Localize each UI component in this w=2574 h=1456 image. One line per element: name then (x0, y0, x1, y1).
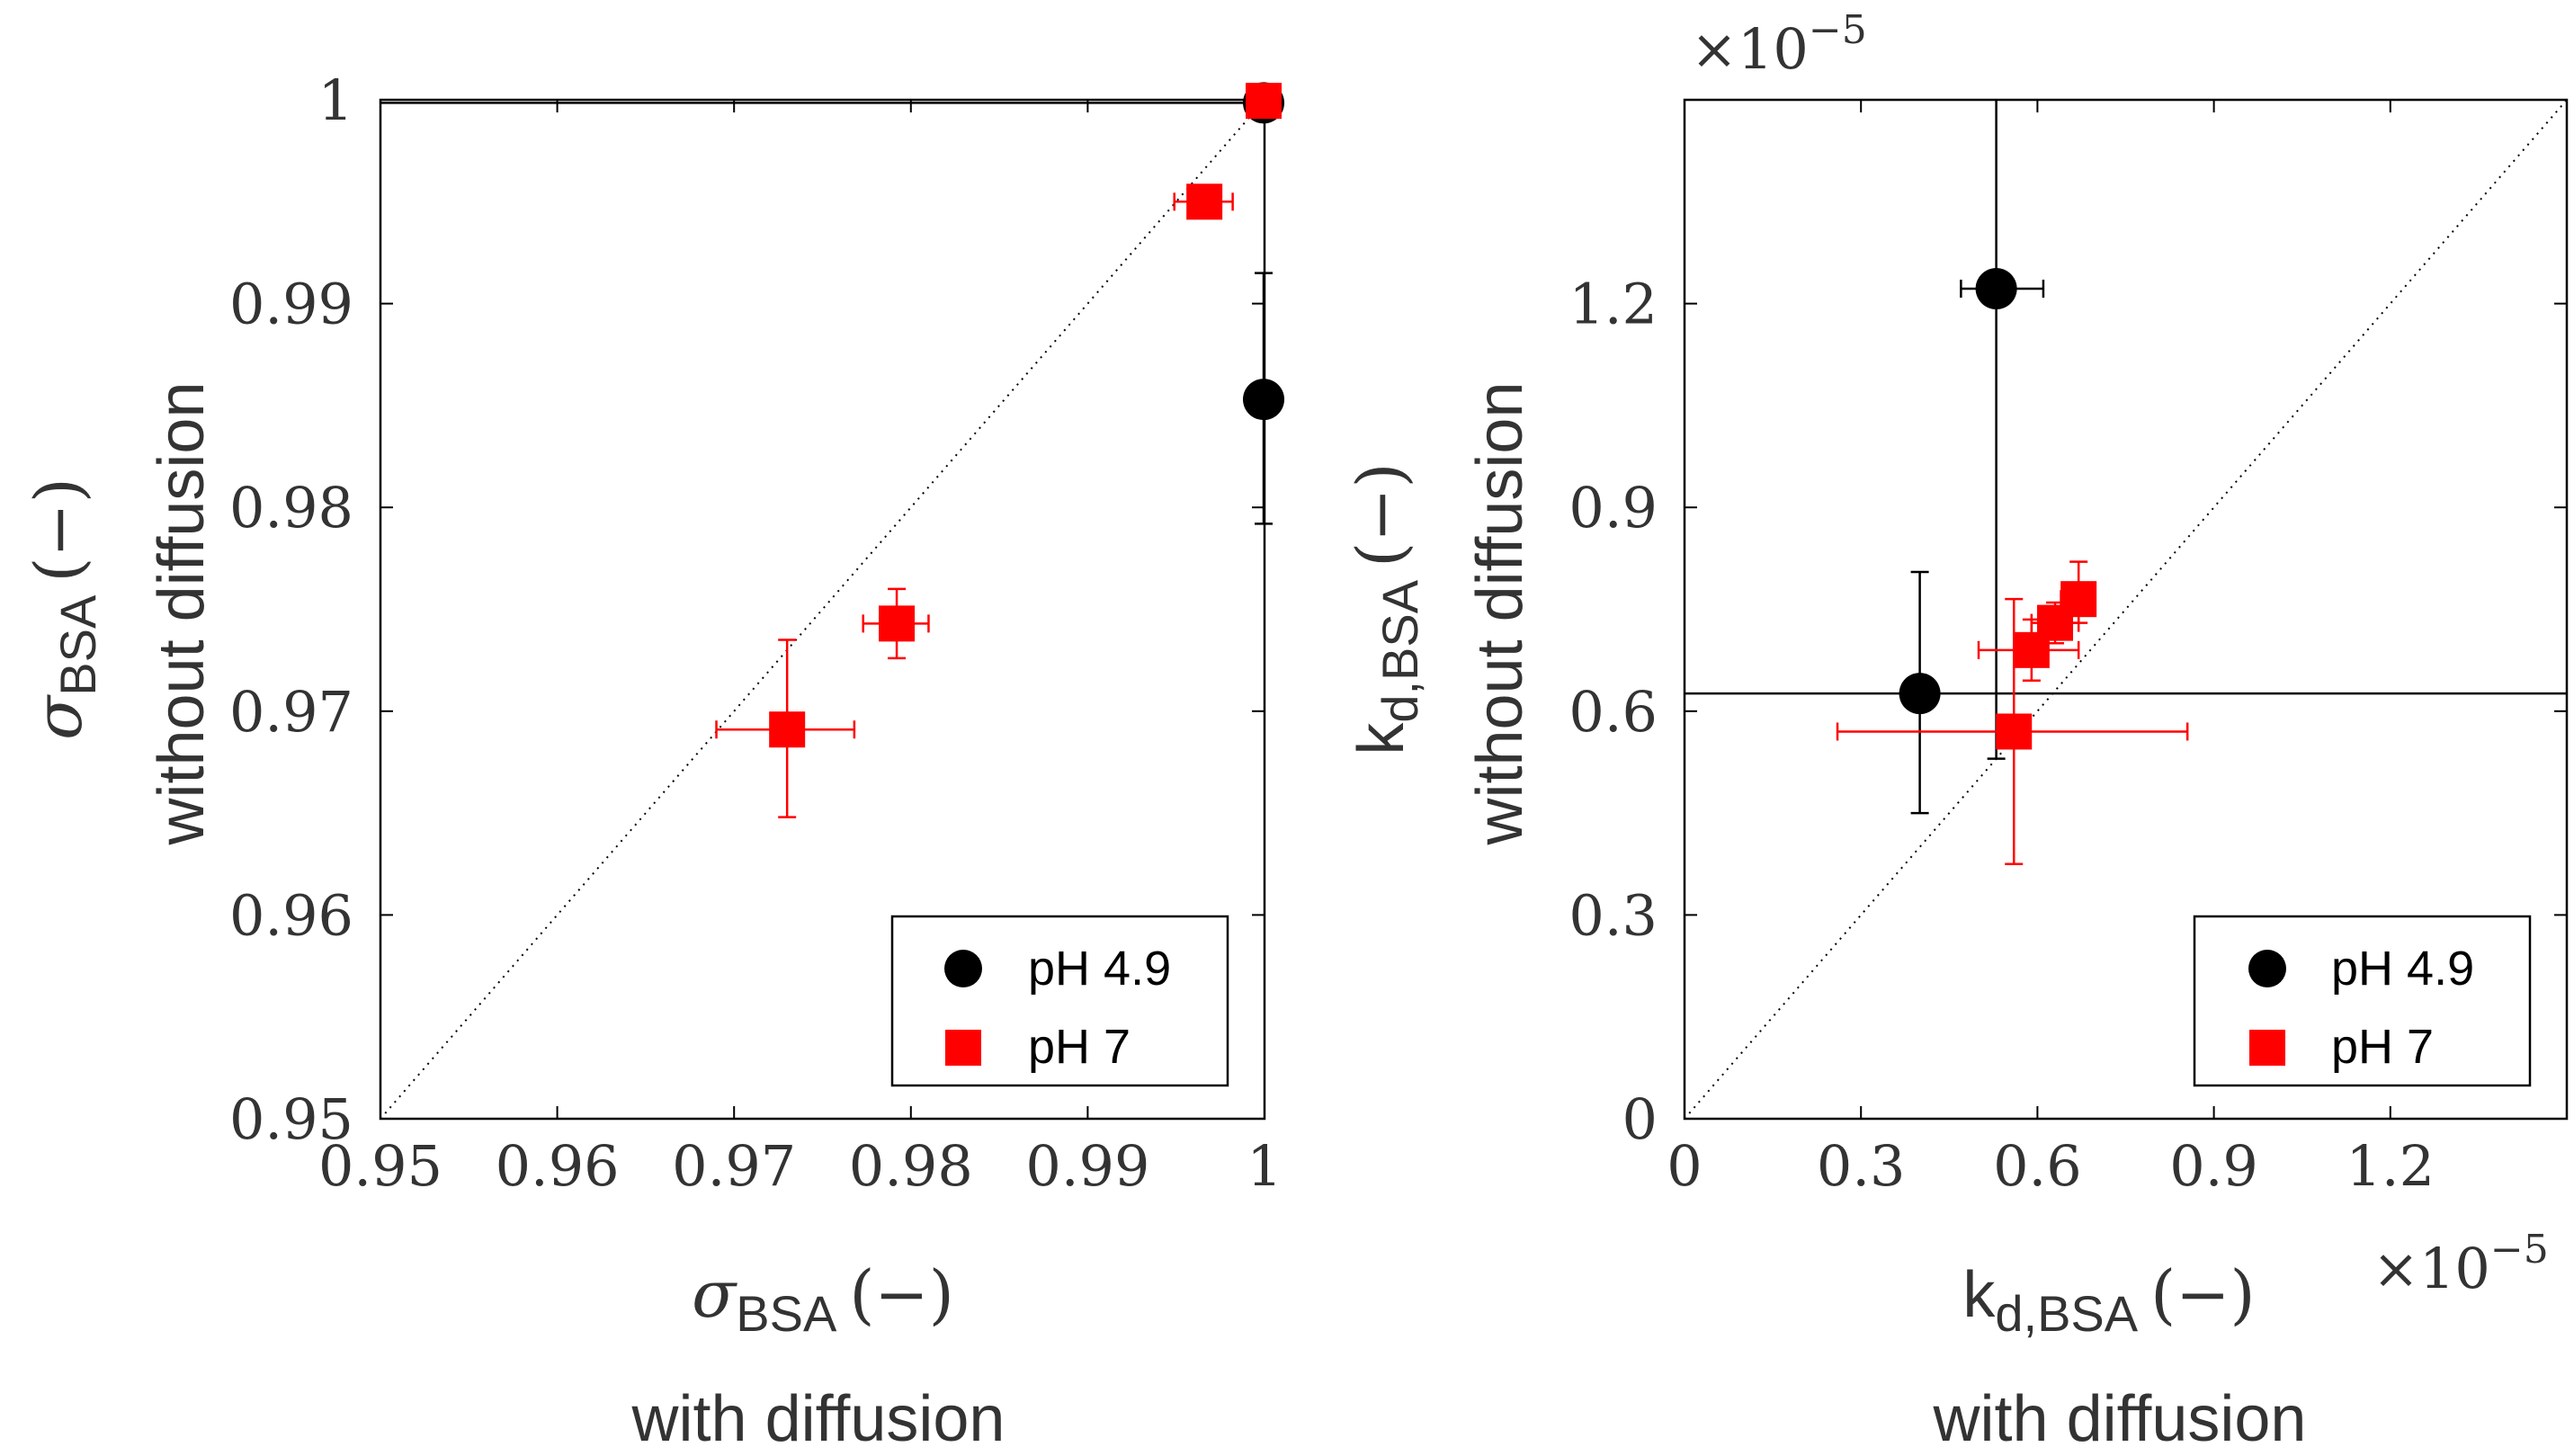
right-y-axis-subtitle: without diffusion (1464, 381, 1536, 845)
right-panel: 0 0.3 0.6 0.9 1.2 0 0.3 0.6 0.9 1.2 pH 4.9 pH 7 ×… (1343, 7, 2569, 1455)
left-legend: pH 4.9 pH 7 (890, 915, 1229, 1087)
right-legend-marker-ph49 (2248, 950, 2286, 987)
left-x-axis-title: σBSA (−) (692, 1256, 954, 1342)
right-x-multiplier: ×10−5 (2373, 1227, 2549, 1301)
left-y-tick-label: 1 (318, 67, 353, 133)
left-x-tick-label: 0.97 (672, 1133, 796, 1199)
left-legend-label-ph49: pH 4.9 (1028, 942, 1171, 996)
left-legend-marker-ph49 (944, 950, 982, 987)
right-legend-label-ph49: pH 4.9 (2331, 942, 2474, 996)
left-y-axis-label: σBSA(−) (21, 478, 106, 740)
right-x-axis-label: kd,BSA (−) with diffusion (1933, 1256, 2307, 1455)
left-y-tick-label: 0.95 (229, 1086, 353, 1152)
right-legend-label-ph7: pH 7 (2331, 1020, 2434, 1074)
left-panel: 0.95 0.96 0.97 0.98 0.99 1 0.95 0.96 0.97 0.98 0.9… (21, 67, 1285, 1455)
right-x-tick-label: 0.3 (1817, 1133, 1906, 1199)
right-x-tick-label: 0.6 (1993, 1133, 2082, 1199)
right-y-multiplier: ×10−5 (1691, 7, 1867, 82)
left-ticks: 0.95 0.96 0.97 0.98 0.99 1 0.95 0.96 0.97 0.98 0.9… (229, 67, 1283, 1199)
right-legend-box (2193, 915, 2532, 1087)
left-y-axis-title: σBSA(−) (21, 478, 106, 740)
right-x-axis-subtitle: with diffusion (1933, 1383, 2307, 1455)
right-point-ph49 (1975, 267, 2017, 309)
left-x-tick-label: 0.95 (318, 1133, 442, 1199)
left-legend-marker-ph7 (945, 1030, 981, 1066)
right-y-tick-label: 0 (1622, 1086, 1658, 1152)
left-point-ph7 (879, 605, 916, 642)
left-marks (380, 82, 1285, 1120)
right-x-tick-label: 0.9 (2169, 1133, 2258, 1199)
right-y-tick-label: 0.6 (1569, 679, 1658, 745)
right-x-tick-label: 1.2 (2346, 1133, 2435, 1199)
left-x-axis-label: σBSA (−) with diffusion (631, 1256, 1005, 1455)
right-point-ph49 (1899, 673, 1941, 715)
right-y-tick-label: 0.3 (1569, 882, 1658, 948)
right-point-ph7 (1996, 713, 2033, 750)
left-x-tick-label: 0.96 (496, 1133, 620, 1199)
left-point-ph7 (1246, 83, 1283, 120)
right-y-axis-title: kd,BSA(−) (1343, 462, 1428, 755)
left-y-axis-subtitle: without diffusion (146, 381, 218, 845)
left-y-tick-label: 0.98 (229, 475, 353, 540)
left-identity-line (380, 99, 1265, 1120)
right-identity-line (1684, 99, 2568, 1120)
right-y-tick-label: 0.9 (1569, 475, 1658, 540)
left-y-tick-label: 0.96 (229, 882, 353, 948)
right-point-ph7 (2060, 581, 2097, 618)
right-x-tick-label: 0 (1667, 1133, 1702, 1199)
left-y-tick-label: 0.97 (229, 679, 353, 745)
left-point-ph49 (1243, 379, 1285, 421)
left-x-tick-label: 0.99 (1025, 1133, 1149, 1199)
left-point-ph7 (769, 711, 806, 748)
right-legend-marker-ph7 (2249, 1030, 2285, 1066)
left-x-tick-label: 0.98 (849, 1133, 973, 1199)
right-ticks: 0 0.3 0.6 0.9 1.2 0 0.3 0.6 0.9 1.2 (1569, 100, 2567, 1199)
left-y-tick-label: 0.99 (229, 272, 353, 337)
right-y-tick-label: 1.2 (1569, 272, 1658, 337)
right-marks (1684, 99, 2568, 1120)
left-point-ph7 (1186, 183, 1223, 220)
left-x-tick-label: 1 (1247, 1133, 1282, 1199)
right-x-axis-title: kd,BSA (−) (1962, 1256, 2255, 1342)
right-legend: pH 4.9 pH 7 (2193, 915, 2532, 1087)
right-y-axis-label: kd,BSA(−) (1343, 462, 1428, 755)
left-x-axis-subtitle: with diffusion (631, 1383, 1005, 1455)
left-legend-label-ph7: pH 7 (1028, 1020, 1131, 1074)
